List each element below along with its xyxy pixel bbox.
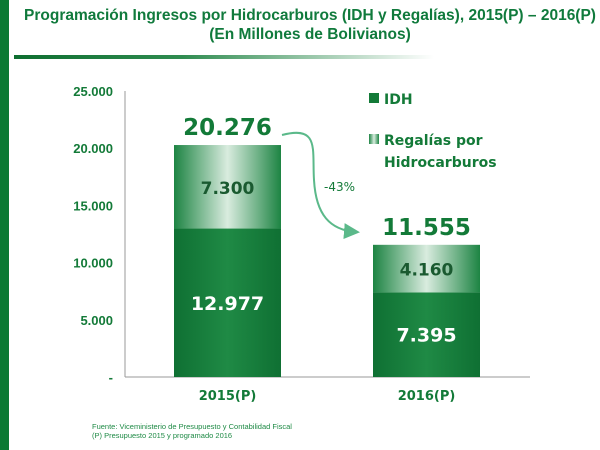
bar-regalias (373, 244, 480, 293)
total-label: 20.276 (183, 115, 272, 141)
data-label-idh: 7.395 (396, 325, 456, 347)
source-line: Fuente: Viceministerio de Presupuesto y … (92, 422, 292, 431)
legend-label-regalias: Regalías por (384, 133, 483, 149)
source-note: Fuente: Viceministerio de Presupuesto y … (92, 422, 292, 440)
y-tick-label: 20.000 (73, 141, 113, 156)
change-annotation: -43% (324, 180, 355, 194)
left-accent-bar (0, 0, 9, 450)
data-label-idh: 12.977 (191, 293, 264, 315)
change-arrow (281, 131, 360, 240)
data-label-regalias: 4.160 (400, 261, 454, 281)
y-tick-label: 10.000 (73, 256, 113, 271)
legend-swatch-regalias (369, 134, 379, 144)
data-label-regalias: 7.300 (201, 179, 255, 199)
y-tick-label: 15.000 (73, 198, 113, 213)
y-tick-label: - (109, 370, 113, 385)
y-tick-label: 5.000 (80, 313, 113, 328)
subtitle-line: (En Millones de Bolivianos) (209, 26, 411, 43)
bar-idh (373, 292, 480, 377)
title-line: Programación Ingresos por Hidrocarburos … (24, 7, 596, 24)
bar-regalias (174, 145, 281, 229)
legend-label-idh: IDH (384, 92, 413, 108)
note-line: (P) Presupuesto 2015 y programado 2016 (92, 431, 233, 440)
y-tick-label: 25.000 (73, 84, 113, 99)
legend-swatch-idh (369, 93, 379, 103)
x-tick-label: 2015(P) (199, 389, 257, 404)
x-tick-label: 2016(P) (398, 389, 456, 404)
title-rule (14, 55, 434, 59)
total-label: 11.555 (382, 215, 471, 241)
bar-idh (174, 228, 281, 377)
chart-title: Programación Ingresos por Hidrocarburos … (20, 6, 600, 44)
legend-label-regalias-2: Hidrocarburos (384, 155, 497, 171)
